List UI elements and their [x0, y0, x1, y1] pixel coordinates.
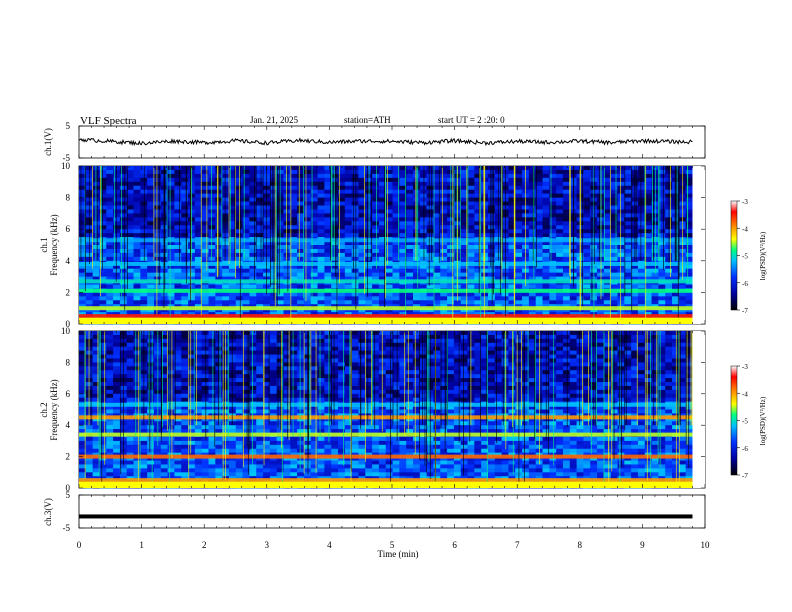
y-tick-label: 6	[66, 224, 71, 234]
colorbar-tick-label: -7	[742, 472, 748, 480]
ch1-frequency-axis-label: ch.1 Frequency (kHz)	[39, 214, 59, 275]
ch2-colorbar: -3 -4 -5 -6 -7 log(PSD)(V²/Hz)	[730, 363, 767, 480]
ch1-spectrogram-heatmap	[79, 166, 705, 325]
colorbar-tick-label: -5	[742, 253, 748, 261]
spectral-band	[79, 402, 693, 407]
date-label: Jan. 21, 2025	[250, 115, 298, 125]
ch1-colorbar: -3 -4 -5 -6 -7 log(PSD)(V²/Hz)	[730, 198, 767, 315]
colorbar-tick-label: -3	[742, 363, 748, 371]
x-axis-label: Time (min)	[378, 549, 419, 559]
ch2-colorbar-label: log(PSD)(V²/Hz)	[759, 396, 767, 445]
x-tick-label: 8	[578, 540, 583, 550]
colorbar-tick-label: -7	[742, 307, 748, 315]
y-tick-label: 5	[66, 490, 71, 500]
spectral-band	[79, 454, 693, 459]
y-tick-label: 8	[66, 193, 71, 203]
ch3-voltage-trace	[79, 514, 693, 519]
y-tick-label: 4	[66, 420, 71, 430]
x-tick-label: 5	[390, 540, 395, 550]
x-tick-label: 10	[701, 540, 711, 550]
y-tick-label: 10	[61, 326, 71, 336]
ch1-colorbar-label: log(PSD)(V²/Hz)	[759, 231, 767, 280]
colorbar-tick-label: -5	[742, 418, 748, 426]
ch3-waveform-panel	[78, 494, 706, 529]
y-tick-label: 2	[66, 452, 71, 462]
y-tick-label: 4	[66, 256, 71, 266]
ch1-waveform-line	[78, 137, 693, 147]
x-tick-label: 0	[77, 540, 82, 550]
ch1-voltage-axis-label: ch.1(V)	[43, 128, 53, 156]
figure-title: VLF Spectra	[80, 115, 137, 127]
spectral-band	[79, 415, 693, 420]
colorbar-tick-label: -6	[742, 280, 748, 288]
spectral-band	[79, 478, 693, 483]
x-tick-label: 4	[327, 540, 332, 550]
start-time-label: start UT = 2 :20: 0	[438, 115, 505, 125]
colorbar-tick-label: -3	[742, 198, 748, 206]
colorbar-tick-label: -6	[742, 445, 748, 453]
y-tick-label: -5	[63, 523, 71, 533]
x-tick-label: 2	[202, 540, 207, 550]
spectral-band	[79, 432, 693, 437]
x-tick-label: 1	[139, 540, 144, 550]
spectral-band	[79, 306, 693, 311]
ch3-waveform-line	[79, 514, 693, 519]
station-label: station=ATH	[344, 115, 391, 125]
y-tick-label: 8	[66, 357, 71, 367]
y-tick-label: -5	[63, 153, 71, 163]
ch3-voltage-axis-label: ch.3(V)	[43, 498, 53, 526]
ch1-voltage-trace	[78, 137, 693, 147]
x-tick-label: 3	[265, 540, 270, 550]
y-tick-label: 0	[66, 319, 71, 329]
ch2-spectrogram-heatmap	[79, 331, 705, 489]
colorbar-tick-label: -4	[742, 390, 748, 398]
ch2-frequency-axis-label: ch.2 Frequency (kHz)	[39, 379, 59, 440]
y-tick-label: 2	[66, 287, 71, 297]
spectral-band	[79, 314, 693, 319]
x-tick-label: 6	[452, 540, 457, 550]
y-tick-label: 10	[61, 161, 71, 171]
y-tick-label: 5	[66, 121, 71, 131]
x-tick-label: 9	[640, 540, 645, 550]
y-tick-label: 6	[66, 389, 71, 399]
y-tick-label: 0	[66, 483, 71, 493]
x-tick-label: 7	[515, 540, 520, 550]
colorbar-tick-label: -4	[742, 225, 748, 233]
